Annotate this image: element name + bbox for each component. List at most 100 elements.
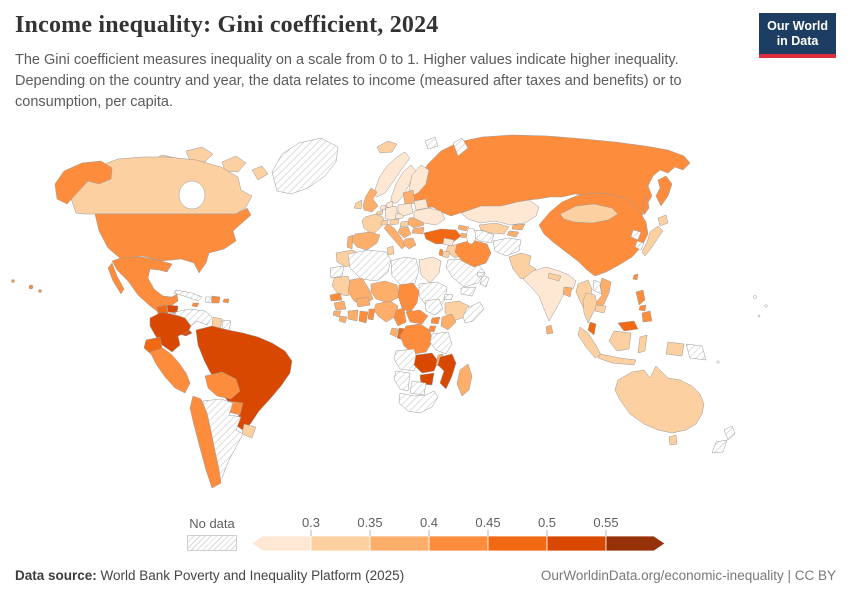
country-greenland[interactable] xyxy=(271,137,339,195)
country-indonesia-papua[interactable] xyxy=(665,341,685,357)
country-taiwan[interactable] xyxy=(632,273,639,281)
region-togo-benin[interactable] xyxy=(367,308,376,321)
country-georgia[interactable] xyxy=(457,224,470,232)
country-tanzania[interactable] xyxy=(429,331,453,355)
country-yemen[interactable] xyxy=(460,286,477,297)
territory-novaya-zemlya[interactable] xyxy=(452,137,469,157)
country-ghana[interactable] xyxy=(358,310,369,324)
legend-bin[interactable] xyxy=(310,535,371,552)
country-zambia[interactable] xyxy=(413,352,439,374)
country-thailand[interactable] xyxy=(582,292,598,324)
country-liberia[interactable] xyxy=(338,315,348,324)
country-sierra-leone[interactable] xyxy=(332,310,342,318)
country-uzbekistan[interactable] xyxy=(478,222,510,235)
country-botswana[interactable] xyxy=(409,380,427,396)
country-dr-congo[interactable] xyxy=(399,323,433,355)
country-france[interactable] xyxy=(361,213,385,236)
country-philippines-visayas[interactable] xyxy=(638,304,647,312)
country-indonesia-java[interactable] xyxy=(597,353,637,366)
country-eritrea[interactable] xyxy=(443,293,454,301)
country-malaysia-borneo[interactable] xyxy=(617,320,639,332)
country-angola[interactable] xyxy=(393,348,419,372)
country-mauritania[interactable] xyxy=(331,275,353,297)
country-guinea[interactable] xyxy=(333,300,347,311)
country-haiti[interactable] xyxy=(204,296,213,304)
region-balkans[interactable] xyxy=(397,226,412,239)
country-uganda[interactable] xyxy=(430,316,441,325)
country-indonesia-kalimantan[interactable] xyxy=(608,330,632,352)
country-nepal[interactable] xyxy=(547,272,562,282)
legend-bin[interactable] xyxy=(251,535,312,552)
country-puerto-rico[interactable] xyxy=(222,298,230,304)
country-philippines-mindanao[interactable] xyxy=(641,310,653,323)
country-burkina-faso[interactable] xyxy=(355,296,371,308)
country-portugal[interactable] xyxy=(346,234,354,250)
owid-logo[interactable]: Our World in Data xyxy=(759,13,836,58)
country-mexico[interactable] xyxy=(111,256,179,313)
country-sri-lanka[interactable] xyxy=(545,324,554,335)
no-data-swatch[interactable] xyxy=(187,535,237,551)
country-suriname[interactable] xyxy=(221,319,232,331)
country-madagascar[interactable] xyxy=(456,363,473,397)
country-netherlands[interactable] xyxy=(379,204,387,211)
country-south-africa[interactable] xyxy=(398,390,439,414)
country-spain[interactable] xyxy=(350,231,381,251)
country-kyrgyzstan[interactable] xyxy=(511,223,526,231)
country-central-african-republic[interactable] xyxy=(405,309,429,325)
country-ukraine[interactable] xyxy=(413,207,446,226)
legend-bin[interactable] xyxy=(369,535,430,552)
country-russia-sakhalin[interactable] xyxy=(642,195,650,216)
country-cote-divoire[interactable] xyxy=(347,309,359,322)
country-chile[interactable] xyxy=(189,395,222,489)
country-usa-alaska[interactable] xyxy=(54,160,113,205)
country-switzerland[interactable] xyxy=(380,219,389,226)
country-belarus[interactable] xyxy=(413,198,429,211)
country-nigeria[interactable] xyxy=(373,300,399,323)
country-israel[interactable] xyxy=(438,248,444,257)
legend-bin[interactable] xyxy=(487,535,548,552)
country-australia-tasmania[interactable] xyxy=(668,434,678,446)
territory-western-sahara[interactable] xyxy=(329,265,345,279)
country-mexico-baja[interactable] xyxy=(107,262,125,295)
country-south-korea[interactable] xyxy=(634,240,645,251)
country-kenya[interactable] xyxy=(440,313,457,331)
country-armenia[interactable] xyxy=(459,232,468,239)
country-austria[interactable] xyxy=(389,218,400,226)
country-uae[interactable] xyxy=(476,271,486,278)
country-cameroon[interactable] xyxy=(393,307,407,327)
country-dominican-republic[interactable] xyxy=(211,295,221,304)
country-uruguay[interactable] xyxy=(241,423,257,439)
country-united-kingdom[interactable] xyxy=(362,187,379,213)
country-iran[interactable] xyxy=(454,239,492,268)
country-algeria[interactable] xyxy=(347,249,392,282)
legend-bin[interactable] xyxy=(546,535,607,552)
country-hungary[interactable] xyxy=(399,220,410,228)
country-italy[interactable] xyxy=(383,223,407,250)
country-japan-honshu[interactable] xyxy=(641,225,664,257)
country-belgium[interactable] xyxy=(375,209,384,216)
country-japan-hokkaido[interactable] xyxy=(657,214,669,227)
country-indonesia-sulawesi[interactable] xyxy=(637,334,648,354)
country-cuba[interactable] xyxy=(173,289,203,302)
country-venezuela[interactable] xyxy=(174,308,213,327)
country-namibia[interactable] xyxy=(393,370,411,392)
country-zimbabwe[interactable] xyxy=(419,372,435,386)
country-turkey[interactable] xyxy=(423,228,462,245)
country-canada-arctic4[interactable] xyxy=(251,165,269,181)
country-new-zealand-north[interactable] xyxy=(723,425,736,441)
country-philippines-luzon[interactable] xyxy=(635,289,646,306)
country-tunisia[interactable] xyxy=(386,245,395,256)
country-bulgaria[interactable] xyxy=(411,226,425,235)
country-pakistan[interactable] xyxy=(508,252,537,280)
country-senegal[interactable] xyxy=(329,292,343,302)
country-somalia[interactable] xyxy=(462,301,485,324)
territory-svalbard[interactable] xyxy=(424,136,439,150)
country-afghanistan[interactable] xyxy=(492,237,522,257)
country-bangladesh[interactable] xyxy=(562,286,573,298)
country-mozambique[interactable] xyxy=(437,353,457,390)
country-kazakhstan[interactable] xyxy=(460,199,540,226)
country-south-sudan[interactable] xyxy=(424,298,444,316)
island-hawaii[interactable] xyxy=(38,289,42,293)
country-iceland[interactable] xyxy=(376,140,398,154)
country-bolivia[interactable] xyxy=(204,371,241,400)
